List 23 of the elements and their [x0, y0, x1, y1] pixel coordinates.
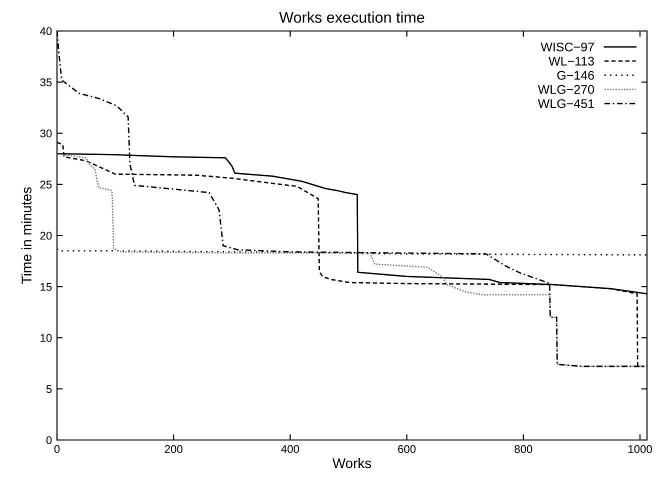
x-tick-label: 600 [398, 445, 416, 454]
y-tick-label: 30 [40, 130, 52, 138]
x-tick-label: 0 [54, 445, 60, 454]
legend-label: WLG−451 [538, 99, 594, 108]
y-tick-label: 25 [40, 180, 52, 189]
legend-label: WLG−270 [538, 85, 594, 94]
y-tick-label: 0 [46, 436, 52, 444]
y-tick-label: 5 [46, 385, 52, 394]
legend-label: G−146 [557, 70, 594, 80]
legend-label: WL−113 [548, 56, 594, 66]
y-tick-label: 15 [40, 283, 52, 291]
y-axis-title: Time in minutes [21, 187, 32, 284]
y-tick-label: 20 [40, 232, 52, 240]
chart-title: Works execution time [279, 12, 424, 23]
y-tick-label: 35 [40, 78, 52, 86]
y-tick-label: 40 [40, 27, 52, 36]
x-tick-label: 400 [281, 445, 300, 454]
legend-label: WISC−97 [540, 42, 594, 52]
x-tick-label: 800 [514, 445, 532, 454]
x-tick-label: 1000 [628, 445, 652, 454]
x-axis-title: Works [332, 458, 372, 468]
x-tick-label: 200 [164, 445, 182, 454]
y-tick-label: 10 [40, 334, 52, 342]
